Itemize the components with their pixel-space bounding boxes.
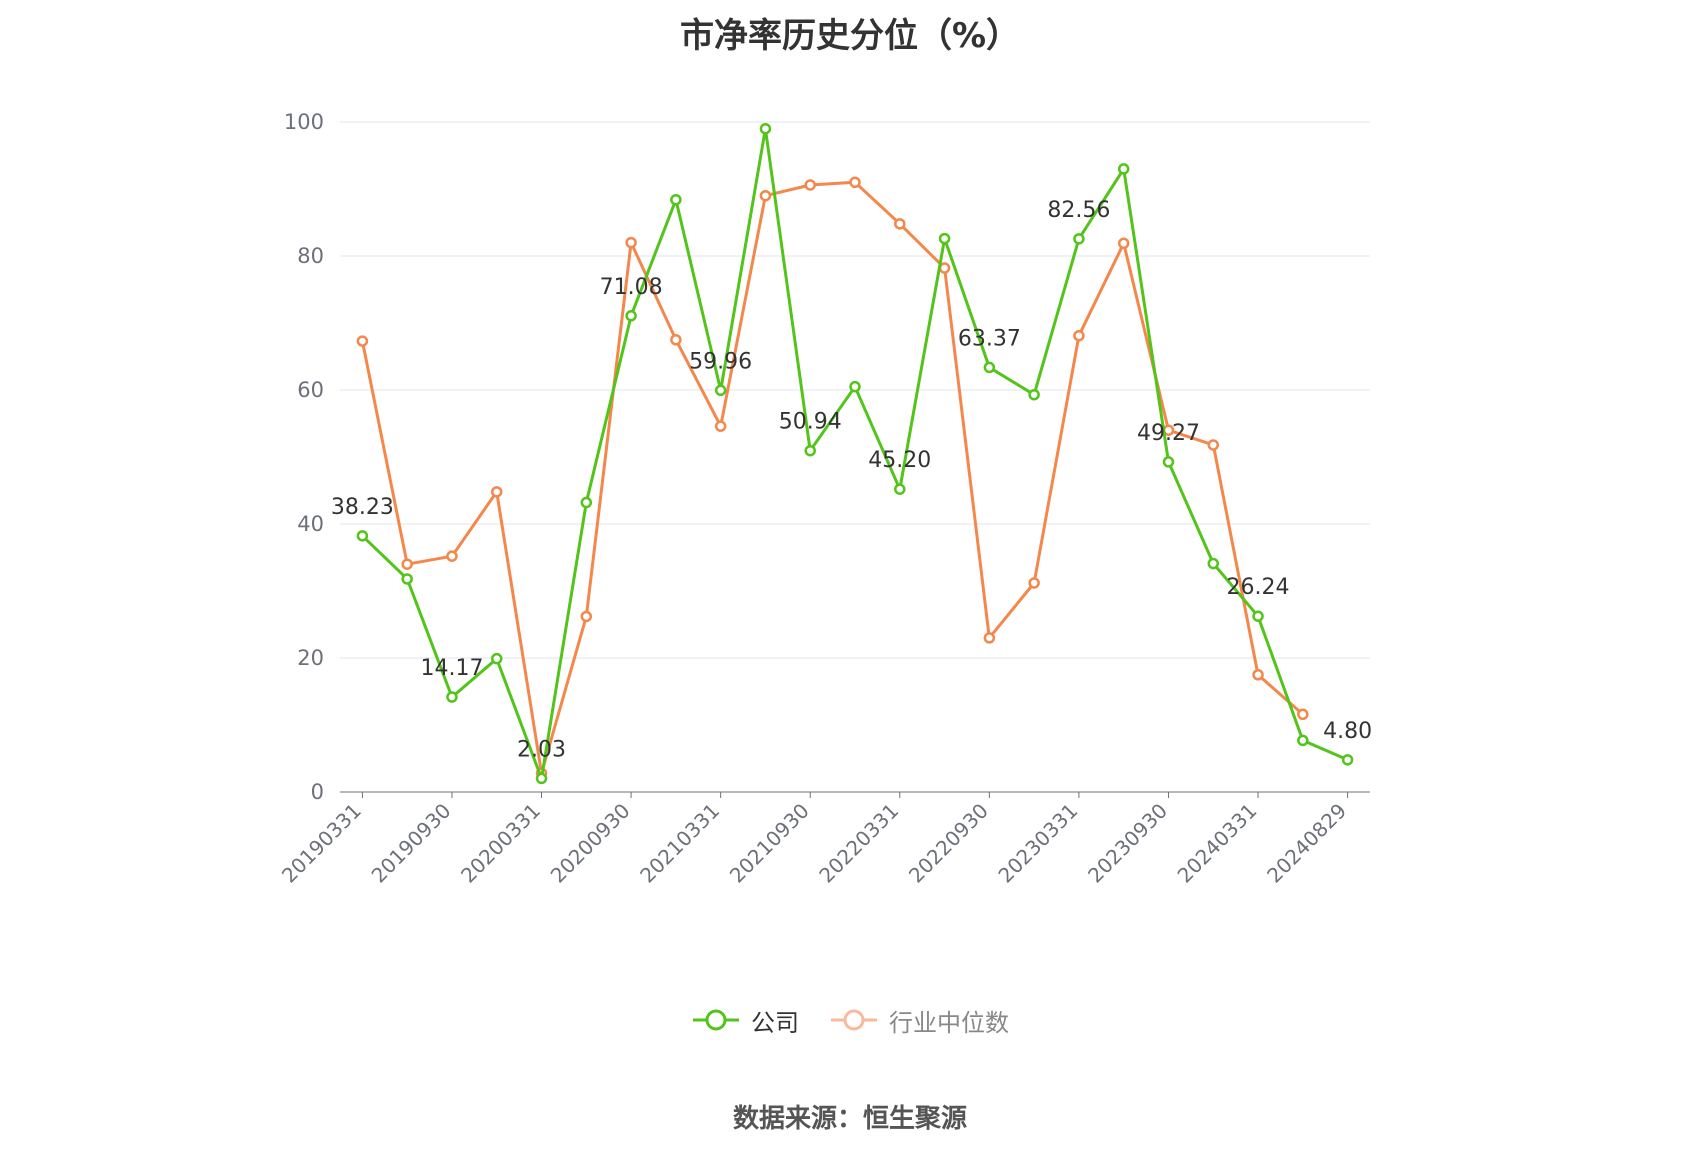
x-tick-label: 20210331 <box>635 799 724 888</box>
x-tick-label: 20190331 <box>277 799 366 888</box>
chart-title: 市净率历史分位（%） <box>679 16 1021 56</box>
data-label: 63.37 <box>958 326 1021 351</box>
data-label: 82.56 <box>1047 198 1110 223</box>
data-label: 4.80 <box>1323 719 1372 744</box>
company-point <box>670 193 682 206</box>
legend-label-industry: 行业中位数 <box>889 1008 1009 1037</box>
industry-point <box>849 176 861 189</box>
data-label: 50.94 <box>779 410 842 435</box>
company-point <box>401 573 413 585</box>
industry-point <box>759 189 772 202</box>
x-tick-label: 20220331 <box>814 799 903 888</box>
company-point <box>356 530 369 542</box>
company-point <box>938 232 951 245</box>
company-point <box>580 496 593 509</box>
company-point <box>1117 163 1130 175</box>
company-line <box>361 127 1349 780</box>
company-point <box>759 122 772 135</box>
line-chart: 0 20 40 60 80 100 20190331 20190930 20200331 2020… <box>277 110 1372 888</box>
company-point <box>894 483 906 495</box>
y-tick-label: 40 <box>297 512 324 536</box>
data-source-note: 数据来源：恒生聚源 <box>732 1104 967 1134</box>
industry-point <box>1252 669 1264 681</box>
x-tick-label: 20230930 <box>1083 799 1172 888</box>
company-point <box>535 772 548 785</box>
data-label: 59.96 <box>689 349 752 374</box>
company-point <box>1162 456 1175 468</box>
x-tick-label: 20220930 <box>904 799 993 888</box>
data-label: 45.20 <box>868 448 931 473</box>
company-point <box>1297 734 1309 747</box>
industry-point <box>1117 237 1130 250</box>
y-tick-label: 0 <box>311 780 324 804</box>
data-label: 38.23 <box>331 495 394 520</box>
company-point <box>714 384 727 397</box>
legend-company-icon <box>693 1009 739 1031</box>
x-tick-label: 20200930 <box>546 799 635 888</box>
industry-point <box>580 610 593 623</box>
y-tick-label: 20 <box>297 646 324 670</box>
company-point <box>625 310 637 322</box>
industry-point <box>401 558 413 570</box>
y-tick-label: 80 <box>297 244 324 268</box>
legend-industry-icon <box>831 1009 877 1031</box>
industry-point <box>1028 577 1040 589</box>
company-point <box>1028 388 1040 401</box>
data-label: 2.03 <box>517 737 566 762</box>
x-tick-label: 20240829 <box>1262 799 1351 888</box>
legend-item-industry[interactable]: 行业中位数 <box>829 1003 1009 1038</box>
data-label: 49.27 <box>1137 421 1200 446</box>
industry-point <box>983 632 996 644</box>
x-tick-label: 20190930 <box>367 799 456 888</box>
company-point <box>983 361 996 374</box>
data-label: 26.24 <box>1227 575 1290 600</box>
y-tick-label: 60 <box>297 378 324 402</box>
data-labels: 38.23 14.17 2.03 71.08 59.96 50.94 45.20 63.37 8… <box>331 198 1372 763</box>
company-point <box>446 691 458 703</box>
y-tick-label: 100 <box>284 110 324 134</box>
company-point <box>849 380 861 393</box>
industry-point <box>446 550 458 562</box>
x-tick-label: 20210930 <box>725 799 814 888</box>
company-point <box>490 652 503 665</box>
industry-point <box>625 236 637 249</box>
x-tick-label: 20240331 <box>1173 799 1262 888</box>
industry-point <box>894 218 906 230</box>
company-point <box>1073 233 1085 245</box>
company-point <box>1341 754 1354 766</box>
company-point <box>1207 557 1220 570</box>
series-lines <box>356 122 1354 785</box>
data-label: 14.17 <box>420 656 483 681</box>
x-tick-label: 20200331 <box>456 799 545 888</box>
legend-item-company[interactable]: 公司 <box>691 1003 799 1038</box>
industry-point <box>714 420 727 432</box>
industry-point <box>490 486 503 498</box>
industry-point <box>1073 329 1085 342</box>
data-label: 71.08 <box>600 275 663 300</box>
company-point <box>1252 610 1264 622</box>
industry-point <box>1297 708 1309 721</box>
axes: 0 20 40 60 80 100 20190331 20190930 20200331 2020… <box>277 110 1370 888</box>
x-tick-label: 20230331 <box>993 799 1082 888</box>
industry-point <box>804 179 816 191</box>
industry-line <box>360 180 1304 775</box>
industry-point <box>1207 439 1220 451</box>
company-point <box>804 444 816 457</box>
legend-label-company: 公司 <box>751 1008 799 1037</box>
industry-point <box>356 335 369 347</box>
industry-point <box>670 334 682 346</box>
legend: 公司 行业中位数 <box>0 1000 1700 1040</box>
